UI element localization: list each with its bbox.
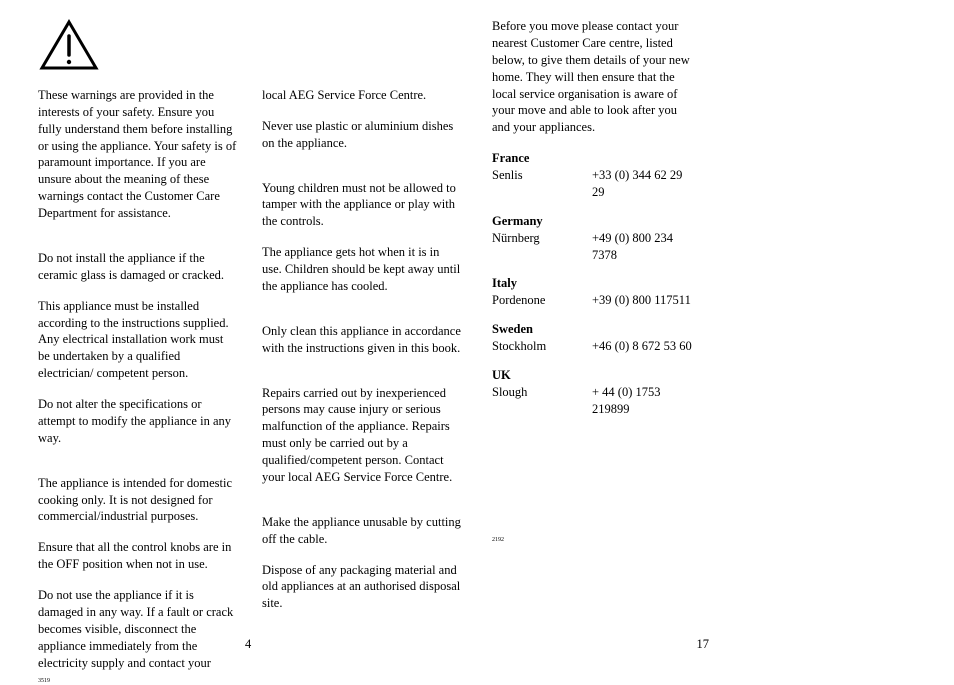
para: These warnings are provided in the inter…	[38, 87, 238, 222]
para: Do not alter the specifications or attem…	[38, 396, 238, 447]
contact-country: Sweden	[492, 321, 692, 338]
page-number-right: 17	[697, 636, 710, 653]
contact-phone: + 44 (0) 1753 219899	[592, 384, 692, 418]
page-spread: These warnings are provided in the inter…	[38, 18, 916, 685]
footnote: 2192	[492, 536, 692, 544]
contact-phone: +33 (0) 344 62 29 29	[592, 167, 692, 201]
contact-country: France	[492, 150, 692, 167]
footnote: 3519	[38, 677, 238, 685]
contact-city: Stockholm	[492, 338, 592, 355]
contact-block: UK Slough + 44 (0) 1753 219899	[492, 367, 692, 418]
para: Repairs carried out by inexperienced per…	[262, 385, 462, 486]
contact-row: Nürnberg +49 (0) 800 234 7378	[492, 230, 692, 264]
contact-phone: +46 (0) 8 672 53 60	[592, 338, 692, 355]
para: The appliance gets hot when it is in use…	[262, 244, 462, 295]
contact-block: Italy Pordenone +39 (0) 800 117511	[492, 275, 692, 309]
para: This appliance must be installed accordi…	[38, 298, 238, 382]
para: Never use plastic or aluminium dishes on…	[262, 118, 462, 152]
left-col-2: local AEG Service Force Centre. Never us…	[262, 87, 462, 685]
right-columns: Before you move please contact your near…	[492, 18, 916, 544]
page-number-left: 4	[245, 636, 251, 653]
contact-phone: +49 (0) 800 234 7378	[592, 230, 692, 264]
contact-block: France Senlis +33 (0) 344 62 29 29	[492, 150, 692, 201]
contact-row: Senlis +33 (0) 344 62 29 29	[492, 167, 692, 201]
para: Dispose of any packaging material and ol…	[262, 562, 462, 613]
contact-city: Senlis	[492, 167, 592, 201]
left-col-1: These warnings are provided in the inter…	[38, 87, 238, 685]
para: The appliance is intended for domestic c…	[38, 475, 238, 526]
para: local AEG Service Force Centre.	[262, 87, 462, 104]
para: Before you move please contact your near…	[492, 18, 692, 136]
para: Only clean this appliance in accordance …	[262, 323, 462, 357]
warning-icon	[38, 18, 462, 77]
contact-city: Pordenone	[492, 292, 592, 309]
contact-country: Italy	[492, 275, 692, 292]
left-columns: These warnings are provided in the inter…	[38, 87, 462, 685]
left-page: These warnings are provided in the inter…	[38, 18, 462, 685]
para: Do not install the appliance if the cera…	[38, 250, 238, 284]
para: Do not use the appliance if it is damage…	[38, 587, 238, 671]
contact-row: Stockholm +46 (0) 8 672 53 60	[492, 338, 692, 355]
contact-phone: +39 (0) 800 117511	[592, 292, 692, 309]
contact-country: UK	[492, 367, 692, 384]
para: Make the appliance unusable by cutting o…	[262, 514, 462, 548]
right-page: Before you move please contact your near…	[492, 18, 916, 685]
contact-city: Nürnberg	[492, 230, 592, 264]
contact-block: Sweden Stockholm +46 (0) 8 672 53 60	[492, 321, 692, 355]
contact-block: Germany Nürnberg +49 (0) 800 234 7378	[492, 213, 692, 264]
para: Ensure that all the control knobs are in…	[38, 539, 238, 573]
contact-row: Slough + 44 (0) 1753 219899	[492, 384, 692, 418]
contact-city: Slough	[492, 384, 592, 418]
para: Young children must not be allowed to ta…	[262, 180, 462, 231]
right-col-1: Before you move please contact your near…	[492, 18, 692, 544]
contact-row: Pordenone +39 (0) 800 117511	[492, 292, 692, 309]
contact-country: Germany	[492, 213, 692, 230]
right-col-2	[716, 18, 916, 544]
